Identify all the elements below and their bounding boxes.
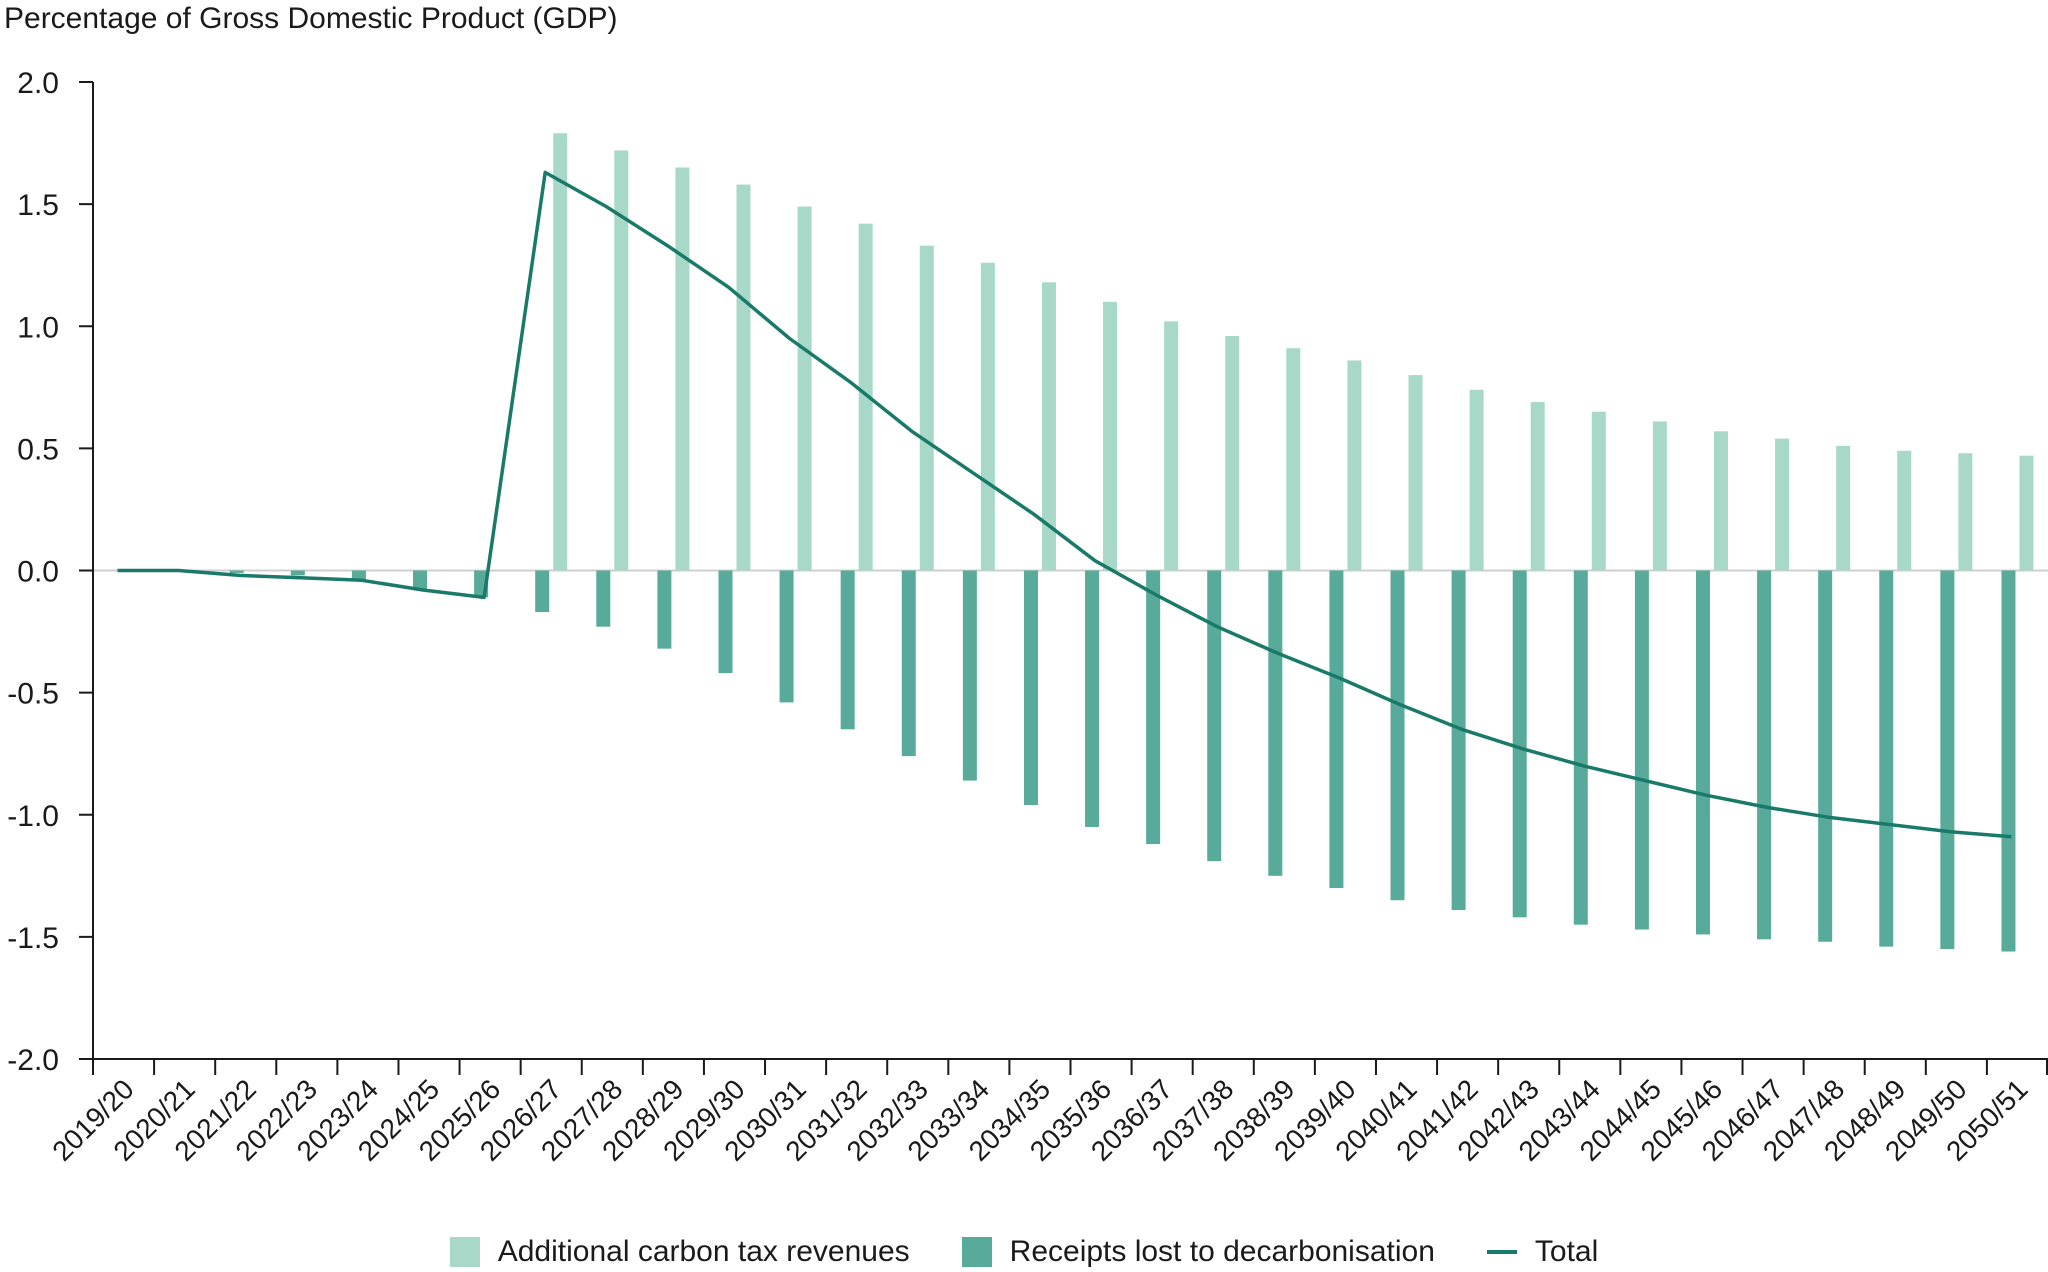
y-tick-label: -0.5 <box>7 678 59 711</box>
legend-swatch-receipts-lost <box>961 1237 992 1267</box>
y-tick-label: -1.5 <box>7 922 59 955</box>
bar-receipts-lost[interactable] <box>1451 570 1466 911</box>
legend-item-receipts-lost[interactable]: Receipts lost to decarbonisation <box>961 1235 1435 1269</box>
legend-label-total: Total <box>1534 1235 1599 1268</box>
y-axis-label: Percentage of Gross Domestic Product (GD… <box>4 2 618 35</box>
bar-receipts-lost[interactable] <box>1085 570 1100 827</box>
bar-receipts-lost[interactable] <box>718 570 733 674</box>
bar-receipts-lost[interactable] <box>1573 570 1588 925</box>
bar-carbon-tax[interactable] <box>1897 450 1912 571</box>
bar-carbon-tax[interactable] <box>1775 438 1790 571</box>
bar-carbon-tax[interactable] <box>553 133 568 571</box>
bar-receipts-lost[interactable] <box>1695 570 1710 935</box>
bar-receipts-lost[interactable] <box>229 570 244 573</box>
bar-carbon-tax[interactable] <box>1164 321 1179 571</box>
bar-carbon-tax[interactable] <box>1225 336 1240 571</box>
bar-carbon-tax[interactable] <box>1713 431 1728 571</box>
legend-swatch-carbon-tax <box>449 1237 480 1267</box>
bar-receipts-lost[interactable] <box>1268 570 1283 876</box>
bar-carbon-tax[interactable] <box>1041 282 1056 571</box>
bar-carbon-tax[interactable] <box>1347 360 1362 571</box>
bar-receipts-lost[interactable] <box>1818 570 1833 942</box>
bar-receipts-lost[interactable] <box>840 570 855 730</box>
y-tick-label: 0.5 <box>17 433 59 466</box>
y-tick-label: 1.0 <box>17 311 59 344</box>
bar-carbon-tax[interactable] <box>1530 401 1545 571</box>
y-tick-label: -2.0 <box>7 1044 59 1077</box>
bar-receipts-lost[interactable] <box>779 570 794 703</box>
bar-carbon-tax[interactable] <box>797 206 812 571</box>
y-tick-label: 0.0 <box>17 556 59 589</box>
bar-carbon-tax[interactable] <box>1652 421 1667 571</box>
bar-receipts-lost[interactable] <box>535 570 550 613</box>
bar-receipts-lost[interactable] <box>1207 570 1222 862</box>
bar-carbon-tax[interactable] <box>858 223 873 571</box>
y-tick-label: 1.5 <box>17 189 59 222</box>
bar-receipts-lost[interactable] <box>596 570 611 627</box>
y-tick-label: 2.0 <box>17 67 59 100</box>
bar-carbon-tax[interactable] <box>736 184 751 571</box>
bar-receipts-lost[interactable] <box>1940 570 1955 950</box>
bar-carbon-tax[interactable] <box>1469 389 1484 571</box>
line-total[interactable] <box>117 170 2012 839</box>
bar-receipts-lost[interactable] <box>351 570 366 581</box>
bar-receipts-lost[interactable] <box>2001 570 2016 952</box>
bar-receipts-lost[interactable] <box>657 570 672 649</box>
bar-carbon-tax[interactable] <box>614 150 629 571</box>
bar-receipts-lost[interactable] <box>413 570 428 591</box>
bar-receipts-lost[interactable] <box>901 570 916 757</box>
y-tick-label: -1.0 <box>7 800 59 833</box>
legend-label-carbon-tax: Additional carbon tax revenues <box>497 1235 910 1268</box>
bar-receipts-lost[interactable] <box>1879 570 1894 947</box>
bar-receipts-lost[interactable] <box>1512 570 1527 918</box>
legend: Additional carbon tax revenues Receipts … <box>0 1232 2048 1272</box>
bar-carbon-tax[interactable] <box>1408 375 1423 571</box>
bar-receipts-lost[interactable] <box>1757 570 1772 940</box>
bar-receipts-lost[interactable] <box>962 570 977 781</box>
legend-item-carbon-tax[interactable]: Additional carbon tax revenues <box>449 1235 910 1269</box>
bar-carbon-tax[interactable] <box>1958 453 1973 571</box>
chart-plot: 2.01.51.00.50.0-0.5-1.0-1.5-2.02019/2020… <box>7 67 2048 1167</box>
bar-carbon-tax[interactable] <box>1286 348 1301 571</box>
bar-receipts-lost[interactable] <box>290 570 305 576</box>
bar-receipts-lost[interactable] <box>1390 570 1405 901</box>
bar-carbon-tax[interactable] <box>919 245 934 571</box>
bar-receipts-lost[interactable] <box>1023 570 1038 805</box>
bar-receipts-lost[interactable] <box>1146 570 1161 845</box>
legend-label-receipts-lost: Receipts lost to decarbonisation <box>1009 1235 1435 1268</box>
bar-carbon-tax[interactable] <box>2019 455 2034 571</box>
bar-carbon-tax[interactable] <box>675 167 690 571</box>
legend-swatch-total <box>1486 1250 1517 1254</box>
bar-receipts-lost[interactable] <box>1329 570 1344 889</box>
bar-carbon-tax[interactable] <box>1591 411 1606 571</box>
bar-carbon-tax[interactable] <box>980 262 995 571</box>
bar-receipts-lost[interactable] <box>1634 570 1649 930</box>
bar-carbon-tax[interactable] <box>1103 301 1118 571</box>
legend-item-total[interactable]: Total <box>1486 1235 1599 1269</box>
bar-carbon-tax[interactable] <box>1836 445 1851 571</box>
